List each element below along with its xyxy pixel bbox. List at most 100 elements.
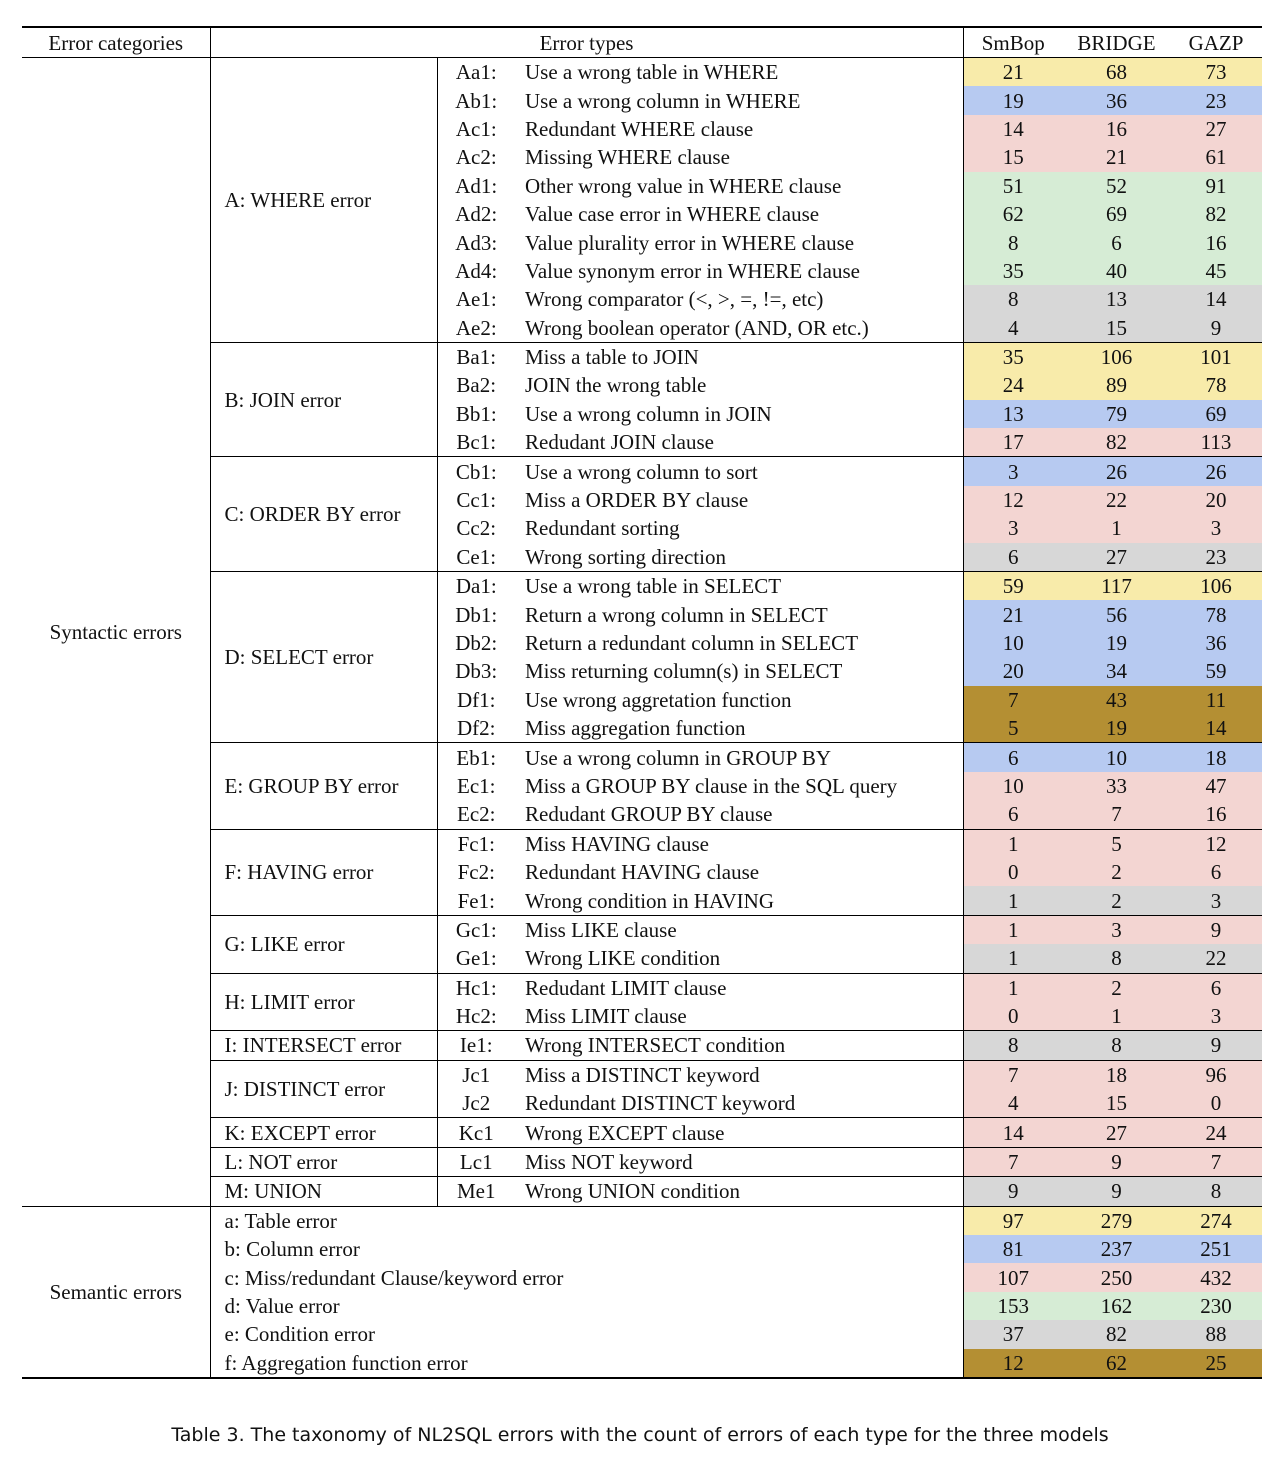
table-row: G: LIKE error Gc1: Miss LIKE clause 1 3 9 <box>22 914 1263 973</box>
count-cell: 274 <box>1170 1205 1263 1236</box>
count-cell: 279 <box>1063 1205 1171 1236</box>
count-cell: 230 <box>1170 1291 1263 1321</box>
count-cell: 15 <box>963 143 1064 172</box>
description-cell: Missing WHERE clause <box>515 143 964 172</box>
count-cell: 61 <box>1170 143 1263 172</box>
count-cell: 37 <box>963 1320 1064 1349</box>
header-cell: BRIDGE <box>1063 27 1171 58</box>
description-cell: f: Aggregation function error <box>210 1348 964 1378</box>
description-cell: Use wrong aggretation function <box>515 685 964 714</box>
count-cell: 0 <box>963 857 1064 887</box>
count-cell: 78 <box>1170 600 1263 629</box>
count-cell: 34 <box>1063 657 1171 686</box>
code-cell: Bc1: <box>456 430 497 455</box>
table-row: Ad4: Value synonym error in WHERE clause 3… <box>22 256 1263 286</box>
table-row: Ac1: Redundant WHERE clause 14 16 27 <box>22 114 1263 144</box>
code-cell: Eb1: <box>437 742 515 772</box>
group-cell: L: NOT error <box>210 1146 438 1177</box>
code-cell: Ec2: <box>457 802 496 827</box>
description-cell: JOIN the wrong table <box>515 371 964 400</box>
description-cell: Value case error in WHERE clause <box>515 199 964 229</box>
code-cell: Da1: <box>437 571 515 601</box>
group-cell: I: INTERSECT error <box>210 1030 438 1061</box>
count-cell: 1 <box>963 886 1064 916</box>
table-row: J: DISTINCT error Jc1 Miss a DISTINCT keyw… <box>22 1059 1263 1118</box>
count-cell: 9 <box>1170 313 1263 343</box>
count-cell: 15 <box>1063 1089 1171 1118</box>
count-cell: 106 <box>1170 571 1263 601</box>
count-cell: 69 <box>1170 399 1263 429</box>
error-table: Error categories Error types SmBop BRIDG… <box>22 26 1263 1379</box>
count-cell: 21 <box>1063 143 1171 172</box>
description-cell: Miss returning column(s) in SELECT <box>515 657 964 686</box>
code-cell: Fc2: <box>457 860 495 885</box>
description-cell: Other wrong value in WHERE clause <box>515 171 964 200</box>
count-cell: 113 <box>1170 428 1263 457</box>
description-cell: Redundant WHERE clause <box>515 114 964 144</box>
code-cell: Df1: <box>457 687 496 712</box>
count-cell: 47 <box>1170 771 1263 801</box>
count-cell: 24 <box>963 371 1064 400</box>
code-cell: Hc2: <box>455 1004 497 1029</box>
description-cell: b: Column error <box>210 1235 964 1264</box>
count-cell: 89 <box>1063 371 1171 400</box>
count-cell: 8 <box>1063 944 1171 973</box>
count-cell: 21 <box>963 57 1064 87</box>
description-cell: Miss a ORDER BY clause <box>515 485 964 515</box>
code-cell: Ac1: <box>455 116 497 141</box>
table-row: H: LIMIT error Hc1: Redudant LIMIT clause 1… <box>22 972 1263 1031</box>
header-cell: Error types <box>210 27 964 58</box>
count-cell: 81 <box>963 1235 1064 1264</box>
count-cell: 0 <box>1170 1089 1263 1118</box>
code-cell: Ad3: <box>455 230 498 255</box>
count-cell: 62 <box>963 199 1064 229</box>
code-cell: Jc2 <box>462 1091 491 1116</box>
description-cell: Miss LIMIT clause <box>515 1001 964 1031</box>
description-cell: Wrong LIKE condition <box>515 944 964 973</box>
count-cell: 106 <box>1063 341 1171 372</box>
code-cell: Cc1: <box>456 488 497 513</box>
count-cell: 13 <box>1063 285 1171 314</box>
count-cell: 16 <box>1063 114 1171 144</box>
table-row: Db1: Return a wrong column in SELECT 21 56 7… <box>22 600 1263 629</box>
count-cell: 6 <box>963 542 1064 572</box>
count-cell: 5 <box>963 713 1064 743</box>
count-cell: 19 <box>1063 628 1171 658</box>
code-cell: Lc1 <box>437 1146 515 1177</box>
description-cell: Wrong sorting direction <box>515 542 964 572</box>
count-cell: 3 <box>1170 514 1263 543</box>
count-cell: 8 <box>963 285 1064 314</box>
count-cell: 4 <box>963 1089 1064 1118</box>
description-cell: Wrong EXCEPT clause <box>515 1117 964 1148</box>
description-cell: Return a redundant column in SELECT <box>515 628 964 658</box>
count-cell: 88 <box>1170 1320 1263 1349</box>
group-cell: M: UNION <box>210 1176 438 1207</box>
table-row: d: Value error 153 162 230 <box>22 1291 1263 1321</box>
count-cell: 1 <box>963 972 1064 1002</box>
count-cell: 9 <box>1170 1030 1263 1061</box>
description-cell: Redudant GROUP BY clause <box>515 800 964 830</box>
description-cell: Miss a GROUP BY clause in the SQL query <box>515 771 964 801</box>
count-cell: 16 <box>1170 228 1263 257</box>
table-row: Fc2: Redundant HAVING clause 0 2 6 <box>22 857 1263 887</box>
code-cell: Ae1: <box>455 287 497 312</box>
count-cell: 8 <box>963 228 1064 257</box>
count-cell: 3 <box>963 456 1064 486</box>
code-cell: Db2: <box>455 631 498 655</box>
description-cell: Redundant sorting <box>515 514 964 543</box>
table-row: Bc1: Redudant JOIN clause 17 82 113 <box>22 428 1263 457</box>
count-cell: 237 <box>1063 1235 1171 1264</box>
count-cell: 82 <box>1170 199 1263 229</box>
header-cell: Error categories <box>22 27 211 58</box>
group-cell: E: GROUP BY error <box>210 742 438 830</box>
count-cell: 10 <box>963 628 1064 658</box>
table-row: Semantic errors a: Table error 97 279 274 <box>22 1205 1263 1378</box>
table-row: Bb1: Use a wrong column in JOIN 13 79 69 <box>22 399 1263 429</box>
table-row: Ac2: Missing WHERE clause 15 21 61 <box>22 143 1263 172</box>
count-cell: 3 <box>963 514 1064 543</box>
description-cell: Miss a table to JOIN <box>515 341 964 372</box>
table-row: Ec2: Redudant GROUP BY clause 6 7 16 <box>22 800 1263 830</box>
count-cell: 1 <box>1063 514 1171 543</box>
count-cell: 1 <box>963 828 1064 858</box>
count-cell: 107 <box>963 1263 1064 1292</box>
